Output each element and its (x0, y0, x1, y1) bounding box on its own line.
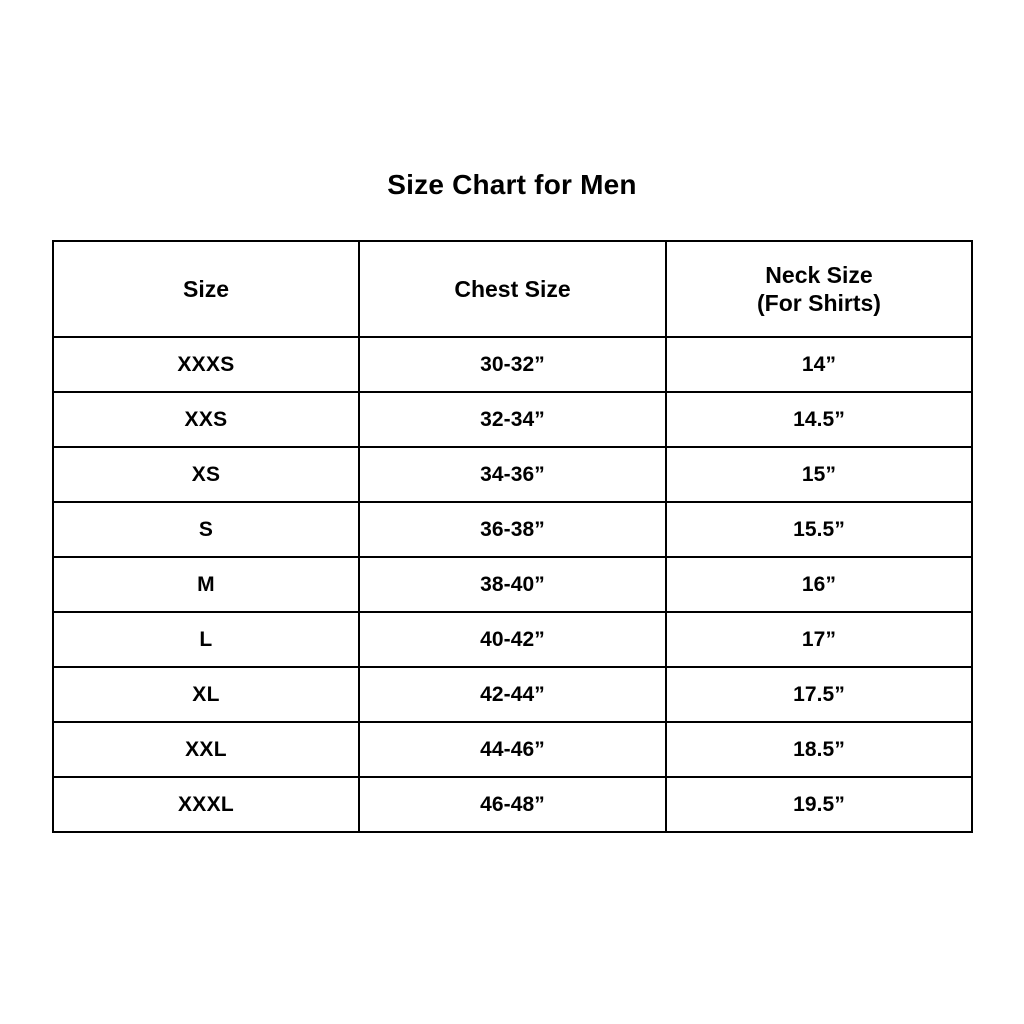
page-title: Size Chart for Men (387, 169, 637, 200)
cell-size: XS (52, 446, 360, 503)
cell-size: XXXL (52, 776, 360, 833)
cell-chest: 40-42” (358, 611, 667, 668)
table-body: XXXS 30-32” 14” XXS 32-34” 14.5” XS 34-3… (52, 336, 973, 833)
size-chart-table-container: Size Chest Size Neck Size (For Shirts) X… (52, 240, 973, 833)
cell-chest: 30-32” (358, 336, 667, 393)
column-header-neck-size: Neck Size (For Shirts) (665, 240, 973, 338)
column-header-size: Size (52, 240, 360, 338)
cell-neck: 15” (665, 446, 973, 503)
table-row: XXXL 46-48” 19.5” (52, 776, 973, 833)
cell-size: M (52, 556, 360, 613)
cell-chest: 44-46” (358, 721, 667, 778)
cell-chest: 36-38” (358, 501, 667, 558)
cell-neck: 17.5” (665, 666, 973, 723)
column-header-neck-size-line2: (For Shirts) (757, 290, 881, 316)
cell-chest: 32-34” (358, 391, 667, 448)
cell-size: XXL (52, 721, 360, 778)
cell-size: L (52, 611, 360, 668)
cell-neck: 14.5” (665, 391, 973, 448)
cell-neck: 18.5” (665, 721, 973, 778)
cell-size: S (52, 501, 360, 558)
table-row: XL 42-44” 17.5” (52, 666, 973, 723)
table-row: XXL 44-46” 18.5” (52, 721, 973, 778)
column-header-neck-size-line1: Neck Size (765, 261, 873, 288)
table-header: Size Chest Size Neck Size (For Shirts) (52, 240, 973, 338)
table-row: XS 34-36” 15” (52, 446, 973, 503)
size-chart-table: Size Chest Size Neck Size (For Shirts) X… (52, 240, 973, 833)
cell-neck: 15.5” (665, 501, 973, 558)
column-header-chest-size: Chest Size (358, 240, 667, 338)
table-row: M 38-40” 16” (52, 556, 973, 613)
cell-size: XL (52, 666, 360, 723)
cell-chest: 46-48” (358, 776, 667, 833)
cell-chest: 34-36” (358, 446, 667, 503)
table-row: S 36-38” 15.5” (52, 501, 973, 558)
table-row: XXXS 30-32” 14” (52, 336, 973, 393)
table-row: XXS 32-34” 14.5” (52, 391, 973, 448)
cell-chest: 42-44” (358, 666, 667, 723)
cell-chest: 38-40” (358, 556, 667, 613)
cell-neck: 19.5” (665, 776, 973, 833)
cell-neck: 17” (665, 611, 973, 668)
table-row: L 40-42” 17” (52, 611, 973, 668)
cell-neck: 14” (665, 336, 973, 393)
cell-size: XXS (52, 391, 360, 448)
table-header-row: Size Chest Size Neck Size (For Shirts) (52, 240, 973, 338)
cell-size: XXXS (52, 336, 360, 393)
cell-neck: 16” (665, 556, 973, 613)
